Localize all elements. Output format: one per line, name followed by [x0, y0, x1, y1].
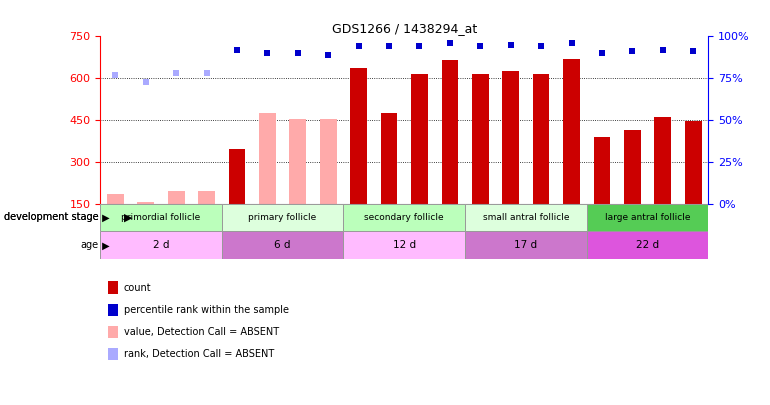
Text: count: count — [124, 283, 152, 292]
Bar — [343, 203, 465, 231]
Bar — [380, 113, 397, 203]
Text: secondary follicle: secondary follicle — [364, 213, 444, 222]
Title: GDS1266 / 1438294_at: GDS1266 / 1438294_at — [332, 22, 477, 35]
Bar — [222, 203, 343, 231]
Text: development stage: development stage — [5, 213, 99, 222]
Bar — [198, 191, 215, 203]
Bar — [350, 68, 367, 203]
Bar — [465, 231, 587, 259]
Text: percentile rank within the sample: percentile rank within the sample — [124, 305, 289, 315]
Bar — [343, 231, 465, 259]
Bar — [685, 122, 701, 203]
Text: rank, Detection Call = ABSENT: rank, Detection Call = ABSENT — [124, 350, 274, 359]
Bar — [465, 203, 587, 231]
Bar — [654, 117, 671, 203]
Text: ▶: ▶ — [99, 240, 110, 250]
Text: 17 d: 17 d — [514, 240, 537, 250]
Bar — [222, 231, 343, 259]
Bar — [563, 59, 580, 203]
Text: value, Detection Call = ABSENT: value, Detection Call = ABSENT — [124, 327, 279, 337]
Bar — [502, 71, 519, 203]
Text: age: age — [81, 240, 99, 250]
Bar — [320, 119, 336, 203]
Text: primordial follicle: primordial follicle — [122, 213, 200, 222]
Bar — [290, 119, 306, 203]
Text: 2 d: 2 d — [152, 240, 169, 250]
Bar — [587, 231, 708, 259]
Text: primary follicle: primary follicle — [249, 213, 316, 222]
Text: large antral follicle: large antral follicle — [604, 213, 691, 222]
Text: 6 d: 6 d — [274, 240, 291, 250]
Text: 22 d: 22 d — [636, 240, 659, 250]
Bar — [100, 231, 222, 259]
Bar — [107, 194, 124, 203]
Bar — [168, 191, 185, 203]
Bar — [137, 202, 154, 203]
Text: small antral follicle: small antral follicle — [483, 213, 569, 222]
Bar — [259, 113, 276, 203]
Text: 12 d: 12 d — [393, 240, 416, 250]
Text: development stage: development stage — [5, 213, 99, 222]
Text: ▶: ▶ — [99, 213, 110, 222]
Bar — [594, 137, 611, 203]
Bar — [533, 74, 550, 203]
Bar — [587, 203, 708, 231]
Bar — [100, 203, 222, 231]
Bar — [229, 149, 246, 203]
Bar — [411, 74, 428, 203]
Bar — [472, 74, 489, 203]
Text: ▶: ▶ — [125, 213, 133, 222]
Bar — [441, 60, 458, 203]
Bar — [624, 130, 641, 203]
